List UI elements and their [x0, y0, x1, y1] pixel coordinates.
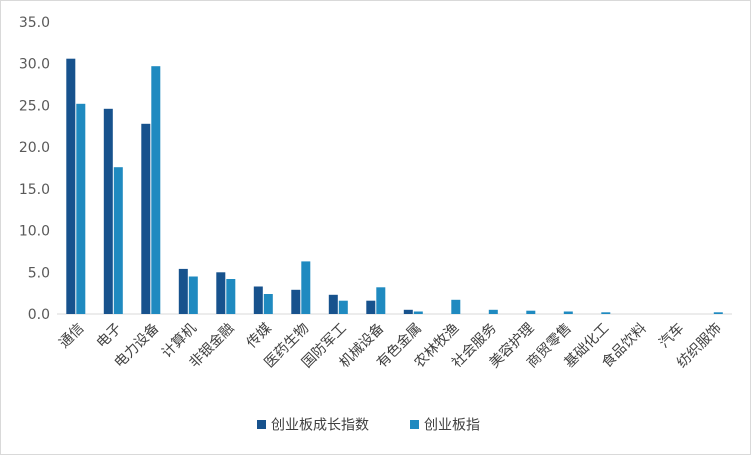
y-axis-ticks: 0.0 5.0 10.0 15.0 20.0 25.0 30.0 35.0	[19, 15, 50, 323]
bar	[366, 300, 376, 314]
bar	[216, 272, 226, 314]
legend-label: 创业板指	[424, 418, 480, 434]
y-tick-label: 35.0	[19, 15, 50, 31]
bars	[66, 58, 723, 315]
bar	[76, 103, 86, 314]
category-label: 通信	[56, 320, 87, 351]
legend-swatch	[257, 420, 266, 429]
legend-label: 创业板成长指数	[271, 418, 369, 434]
category-label: 汽车	[656, 320, 688, 352]
bar	[451, 299, 461, 314]
bar	[403, 309, 413, 314]
bar	[291, 289, 301, 314]
bar	[103, 108, 113, 314]
y-tick-label: 25.0	[19, 98, 50, 114]
bar	[178, 268, 188, 314]
y-tick-label: 30.0	[19, 57, 50, 73]
bar	[338, 300, 348, 314]
bar	[301, 261, 311, 314]
legend: 创业板成长指数 创业板指	[257, 418, 480, 434]
bar	[526, 310, 536, 314]
bar	[113, 167, 123, 314]
bar	[141, 123, 151, 314]
bar	[376, 287, 386, 314]
legend-swatch	[410, 420, 419, 429]
category-label: 传媒	[244, 320, 275, 351]
bar	[66, 58, 76, 315]
bar	[563, 311, 573, 314]
bar	[263, 294, 273, 314]
bar	[188, 276, 198, 314]
bar	[601, 312, 611, 314]
bar	[713, 312, 723, 314]
y-tick-label: 5.0	[28, 265, 50, 281]
bar	[253, 286, 263, 314]
bar	[226, 279, 236, 314]
y-tick-label: 0.0	[28, 307, 50, 323]
bar	[151, 66, 161, 314]
bar	[328, 294, 338, 314]
y-tick-label: 10.0	[19, 224, 50, 240]
bar	[488, 309, 498, 314]
y-tick-label: 20.0	[19, 140, 50, 156]
bar	[413, 311, 423, 314]
y-tick-label: 15.0	[19, 182, 50, 198]
category-label: 电子	[94, 320, 125, 351]
